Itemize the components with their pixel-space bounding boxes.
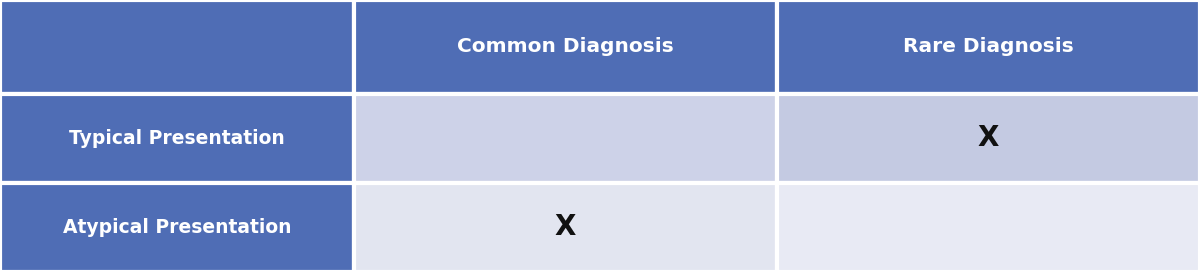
Text: Rare Diagnosis: Rare Diagnosis <box>904 38 1074 56</box>
Bar <box>778 94 1200 183</box>
Text: Common Diagnosis: Common Diagnosis <box>457 38 674 56</box>
Bar <box>0 183 354 272</box>
Bar <box>0 0 354 94</box>
Text: Atypical Presentation: Atypical Presentation <box>62 218 292 237</box>
Bar <box>778 0 1200 94</box>
Bar <box>354 94 778 183</box>
Text: X: X <box>554 214 576 242</box>
Bar <box>0 94 354 183</box>
Text: Typical Presentation: Typical Presentation <box>70 129 284 148</box>
Text: X: X <box>978 124 1000 152</box>
Bar <box>778 183 1200 272</box>
Bar <box>354 183 778 272</box>
Bar <box>354 0 778 94</box>
